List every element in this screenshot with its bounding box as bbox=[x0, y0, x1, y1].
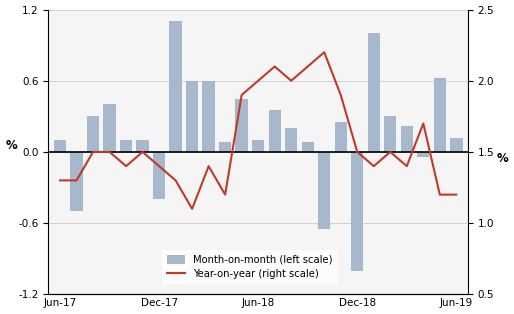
Bar bbox=[368, 33, 380, 152]
Bar bbox=[351, 152, 363, 271]
Bar bbox=[54, 140, 66, 152]
Bar bbox=[136, 140, 149, 152]
Bar bbox=[235, 99, 248, 152]
Bar bbox=[384, 116, 396, 152]
Bar bbox=[120, 140, 132, 152]
Bar bbox=[434, 78, 446, 152]
Legend: Month-on-month (left scale), Year-on-year (right scale): Month-on-month (left scale), Year-on-yea… bbox=[162, 250, 338, 284]
Y-axis label: %: % bbox=[6, 139, 17, 152]
Bar bbox=[417, 152, 430, 157]
Bar bbox=[186, 81, 198, 152]
Bar bbox=[203, 81, 215, 152]
Bar bbox=[335, 122, 347, 152]
Bar bbox=[153, 152, 166, 199]
Bar bbox=[87, 116, 99, 152]
Bar bbox=[170, 21, 182, 152]
Bar bbox=[318, 152, 331, 229]
Bar bbox=[268, 111, 281, 152]
Bar bbox=[219, 143, 231, 152]
Bar bbox=[285, 128, 298, 152]
Y-axis label: %: % bbox=[497, 152, 508, 165]
Bar bbox=[252, 140, 264, 152]
Bar bbox=[400, 126, 413, 152]
Bar bbox=[70, 152, 83, 211]
Bar bbox=[302, 143, 314, 152]
Bar bbox=[103, 105, 116, 152]
Bar bbox=[450, 138, 463, 152]
